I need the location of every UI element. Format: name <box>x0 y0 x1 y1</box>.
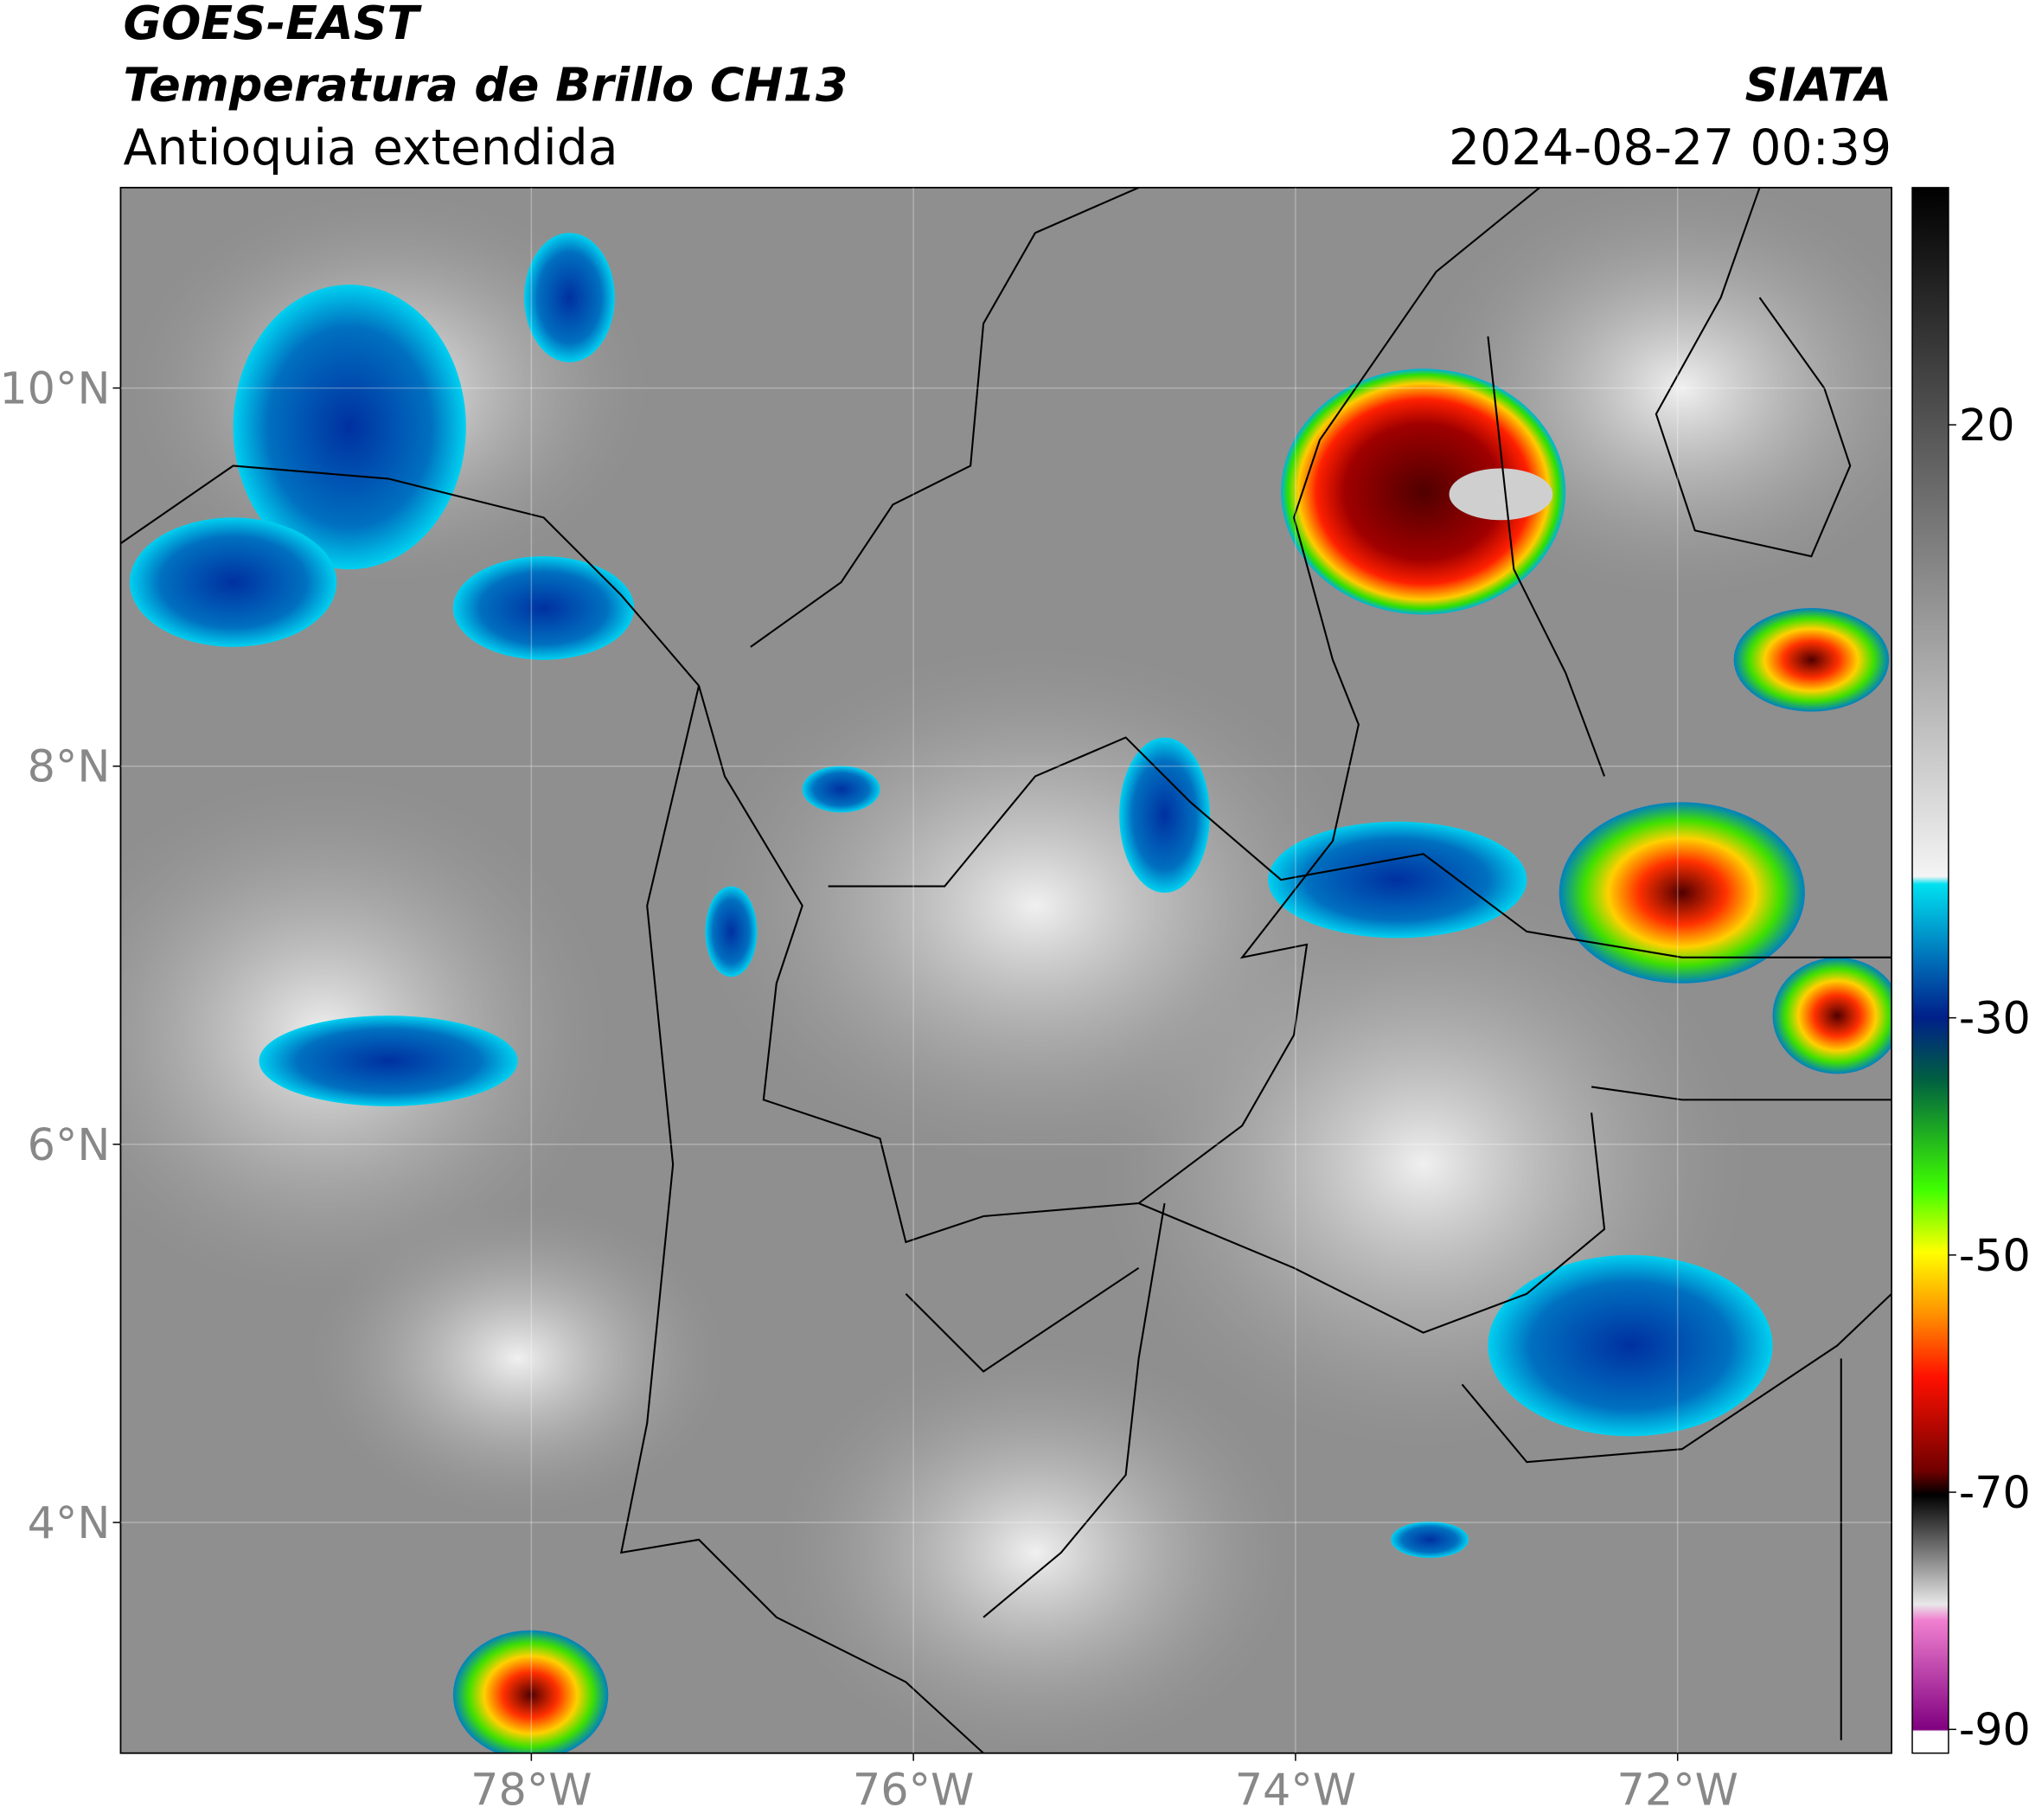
region: Antioquia extendida <box>123 119 618 176</box>
lat-label: 8°N <box>28 741 111 792</box>
colorbar <box>1911 187 1949 1754</box>
lon-label: 74°W <box>1235 1765 1356 1816</box>
boundaries <box>120 187 1892 1753</box>
lon-label: 72°W <box>1617 1765 1738 1816</box>
satellite: GOES-EAST <box>123 0 422 50</box>
lat-label: 10°N <box>0 363 110 414</box>
colorbar-label: -90 <box>1959 1704 2029 1755</box>
colorbar-label: -70 <box>1959 1467 2029 1518</box>
colorbar-label: -50 <box>1959 1230 2029 1281</box>
product: Temperatura de Brillo CH13 <box>123 58 848 112</box>
colorbar-label: 20 <box>1959 400 2015 451</box>
lon-label: 78°W <box>470 1765 592 1816</box>
colorbar-label: -30 <box>1959 993 2029 1044</box>
map-frame <box>119 186 1892 1754</box>
lat-label: 6°N <box>28 1119 111 1170</box>
timestamp: 2024-08-27 00:39 <box>1449 119 1891 176</box>
agency: SIATA <box>1745 58 1892 112</box>
lon-label: 76°W <box>853 1765 974 1816</box>
lat-label: 4°N <box>28 1497 111 1548</box>
satellite-image <box>120 187 1892 1753</box>
